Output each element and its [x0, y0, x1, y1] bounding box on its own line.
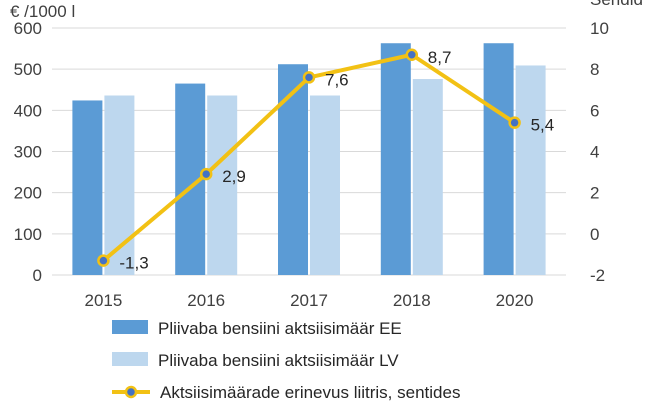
bar-lv — [207, 95, 238, 275]
difference-point — [97, 254, 110, 267]
axes: € /1000 l Sendid 0 100 200 300 400 500 600 -2 0 2… — [10, 0, 643, 310]
x-axis-tick-label: 2018 — [393, 291, 431, 310]
difference-line — [102, 52, 516, 263]
legend-swatch-ee — [112, 320, 148, 334]
right-axis-tick-label: 10 — [590, 19, 609, 38]
x-axis-tick-label: 2015 — [84, 291, 122, 310]
right-axis-tick-label: 0 — [590, 225, 599, 244]
left-axis-unit-label: € /1000 l — [10, 2, 75, 21]
bar-lv — [310, 95, 340, 275]
left-axis-tick-label: 300 — [14, 143, 42, 162]
left-axis-tick-label: 200 — [14, 184, 42, 203]
bar-lv — [515, 65, 546, 275]
legend-label-diff: Aktsiisimäärade erinevus liitris, sentid… — [160, 383, 460, 402]
difference-line-series: -1,3 2,9 7,6 8,7 5,4 — [97, 48, 555, 273]
difference-point — [508, 116, 521, 129]
difference-data-label: 5,4 — [531, 116, 555, 135]
x-axis-tick-label: 2017 — [290, 291, 328, 310]
bar-ee — [483, 43, 514, 276]
right-axis-tick-label: 4 — [590, 143, 599, 162]
left-axis-tick-label: 0 — [33, 266, 42, 285]
right-axis-tick-label: 8 — [590, 60, 599, 79]
legend-swatch-lv — [112, 352, 148, 366]
bar-ee — [72, 100, 103, 275]
difference-data-label: -1,3 — [119, 254, 148, 273]
x-axis-tick-label: 2020 — [496, 291, 534, 310]
bar-ee — [278, 64, 308, 275]
difference-data-label: 7,6 — [325, 70, 349, 89]
right-axis-tick-label: -2 — [590, 266, 605, 285]
left-axis-tick-label: 600 — [14, 19, 42, 38]
right-axis-unit-label: Sendid — [590, 0, 643, 9]
right-axis-tick-label: 6 — [590, 101, 599, 120]
legend-label-lv: Pliivaba bensiini aktsiisimäär LV — [158, 351, 399, 370]
difference-data-label: 8,7 — [428, 48, 452, 67]
difference-point — [405, 48, 419, 62]
difference-data-label: 2,9 — [222, 167, 246, 186]
legend-label-ee: Pliivaba bensiini aktsiisimäär EE — [158, 319, 402, 338]
difference-point — [302, 71, 316, 84]
right-axis-tick-label: 2 — [590, 184, 599, 203]
legend: Pliivaba bensiini aktsiisimäär EE Pliiva… — [112, 319, 460, 402]
legend-marker-diff — [124, 385, 138, 399]
bar-ee — [380, 43, 411, 276]
bar-lv — [412, 79, 443, 276]
x-axis-tick-label: 2016 — [187, 291, 225, 310]
left-axis-tick-label: 500 — [14, 60, 42, 79]
left-axis-tick-label: 100 — [14, 225, 42, 244]
left-axis-tick-label: 400 — [14, 101, 42, 120]
difference-point — [199, 167, 213, 181]
